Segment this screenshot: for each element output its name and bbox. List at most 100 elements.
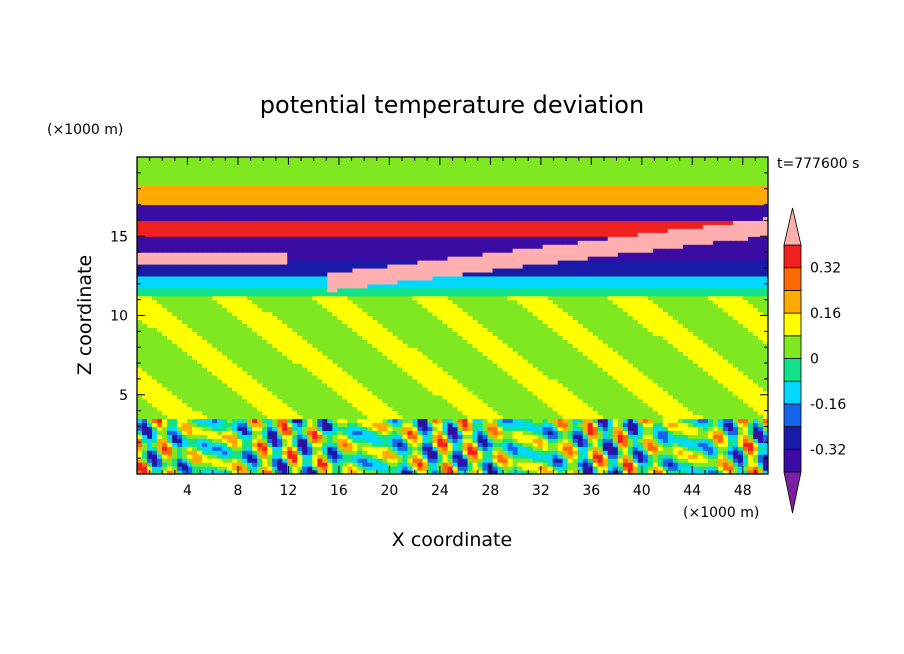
field-cell (332, 442, 338, 447)
field-cell (277, 410, 283, 416)
field-cell (217, 327, 223, 332)
field-cell (762, 450, 768, 455)
field-cell (322, 462, 328, 467)
field-cell (697, 458, 704, 463)
field-cell (722, 323, 729, 328)
field-cell (217, 398, 223, 404)
field-cell (537, 462, 544, 467)
field-cell (677, 378, 684, 384)
field-cell (302, 426, 308, 432)
field-cell (687, 382, 694, 388)
field-cell (672, 367, 679, 372)
field-cell (252, 363, 258, 368)
field-cell (512, 434, 519, 439)
field-cell (177, 426, 183, 432)
field-cell (282, 398, 288, 404)
field-cell (597, 370, 604, 376)
field-cell (727, 374, 734, 380)
field-cell (687, 438, 694, 443)
field-cell (607, 446, 614, 451)
field-cell (537, 426, 544, 432)
field-cell (417, 367, 424, 372)
field-cell (717, 394, 724, 400)
field-cell (342, 450, 348, 455)
field-cell (607, 374, 614, 380)
field-cell (392, 446, 399, 451)
field-cell (367, 343, 373, 348)
field-cell (502, 430, 509, 435)
field-cell (317, 363, 323, 368)
field-cell (707, 434, 714, 439)
field-cell (432, 386, 439, 392)
field-cell (332, 343, 338, 348)
field-cell (762, 438, 768, 443)
field-cell (667, 458, 674, 463)
field-cell (322, 351, 328, 356)
field-cell (517, 323, 524, 328)
field-cell (232, 367, 238, 372)
field-cell (422, 319, 429, 325)
field-cell (707, 319, 714, 325)
field-cell (202, 363, 208, 368)
field-cell (547, 331, 554, 336)
field-cell (762, 335, 768, 340)
field-cell (232, 351, 238, 356)
field-cell (382, 367, 388, 372)
field-cell (277, 382, 283, 388)
field-cell (682, 378, 689, 384)
field-cell (597, 327, 604, 332)
field-cell (412, 414, 419, 420)
field-cell (547, 454, 554, 459)
field-cell (312, 382, 318, 388)
field-cell (187, 331, 193, 336)
field-cell (682, 351, 689, 356)
field-cell (667, 367, 674, 372)
field-cell (387, 323, 394, 328)
field-cell (312, 378, 318, 384)
field-cell (747, 386, 754, 392)
field-cell (367, 370, 373, 376)
field-cell (692, 426, 699, 432)
field-cell (527, 418, 534, 424)
field-cell (202, 367, 208, 372)
field-cell (507, 442, 514, 447)
field-cell (417, 410, 424, 416)
field-cell (182, 470, 188, 474)
field-cell (307, 327, 313, 332)
field-cell (422, 367, 429, 372)
field-cell (357, 363, 363, 368)
field-cell (727, 430, 734, 435)
field-cell (552, 438, 559, 443)
field-cell (462, 462, 469, 467)
field-cell (297, 343, 303, 348)
field-cell (227, 382, 233, 388)
field-cell (247, 390, 253, 396)
field-cell (572, 335, 579, 340)
field-cell (637, 319, 644, 325)
field-cell (622, 470, 629, 474)
field-cell (372, 450, 378, 455)
field-cell (717, 438, 724, 443)
field-cell (187, 402, 193, 408)
field-cell (457, 398, 464, 404)
field-cell (157, 319, 163, 325)
field-cell (657, 359, 664, 364)
field-cell (262, 442, 268, 447)
field-cell (277, 394, 283, 400)
field-cell (287, 323, 293, 328)
field-cell (257, 367, 263, 372)
field-cell (407, 466, 414, 471)
field-cell (742, 402, 749, 408)
field-cell (657, 418, 664, 424)
field-cell (702, 458, 709, 463)
field-cell (647, 470, 654, 474)
field-cell (572, 470, 579, 474)
field-cell (577, 335, 584, 340)
field-cell (667, 390, 674, 396)
field-cell (642, 386, 649, 392)
field-cell (492, 438, 499, 443)
field-cell (462, 347, 469, 352)
field-cell (522, 343, 529, 348)
field-cell (417, 402, 424, 408)
field-cell (142, 466, 148, 471)
